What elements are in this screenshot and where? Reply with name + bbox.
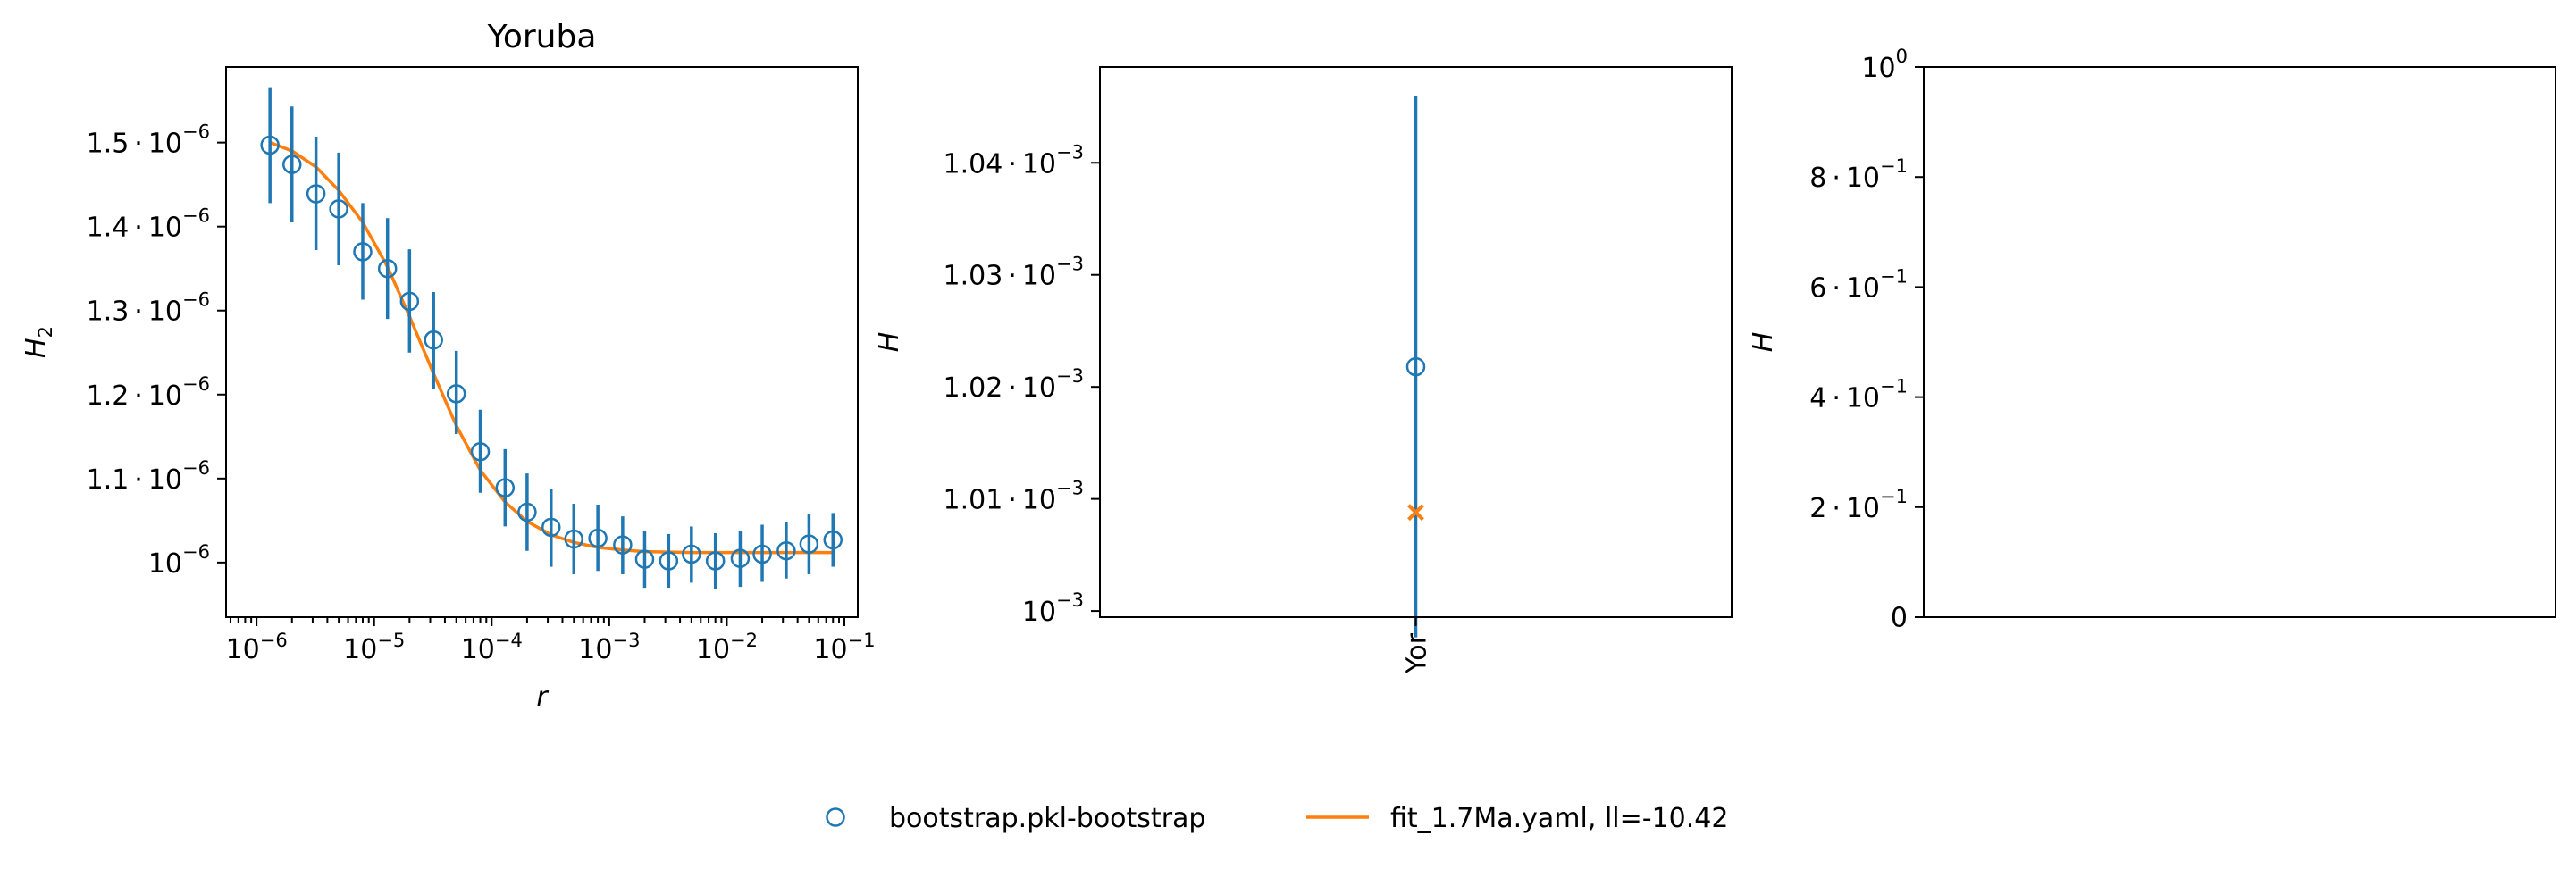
y-tick-label: 10−6	[148, 541, 210, 580]
data-point	[730, 548, 751, 568]
y-tick-label: 100	[1861, 46, 1908, 84]
plot-frame	[225, 66, 859, 618]
y-tick-label: 1.04 · 10−3	[944, 141, 1084, 180]
y-axis-label: H	[874, 332, 905, 353]
x-tick-label: 10−6	[226, 630, 288, 665]
data-point	[823, 530, 843, 550]
data-point	[705, 551, 726, 571]
x-tick-label: 10−3	[578, 630, 640, 665]
data-point	[495, 478, 516, 497]
data-point	[541, 517, 561, 538]
y-tick-label: 1.4 · 10−6	[87, 205, 210, 243]
data-point	[799, 534, 819, 554]
legend-label: fit_1.7Ma.yaml, ll=-10.42	[1390, 803, 1728, 834]
y-tick-label: 0	[1891, 603, 1908, 634]
y-tick-label: 1.02 · 10−3	[944, 365, 1084, 404]
data-point	[377, 258, 398, 279]
h-point-panel: 10−3 1.01 · 10−3 1.02 · 10−3 1.03 · 10−3 1.0…	[874, 66, 1733, 674]
h2-decay-panel: 10−6 10−5 10−4 10−3 10−2 10−1 10−6 1.1 · 10−6 1.…	[21, 19, 876, 713]
y-tick-label: 4 · 10−1	[1809, 376, 1908, 414]
y-tick-label: 10−3	[1022, 589, 1084, 628]
x-tick-label: 10−5	[343, 630, 405, 665]
empty-h-panel: 0 2 · 10−1 4 · 10−1 6 · 10−1 8 · 10−1 100 H	[1748, 46, 2556, 634]
y-tick-label: 1.1 · 10−6	[87, 457, 210, 496]
y-tick-label: 6 · 10−1	[1809, 265, 1908, 304]
x-axis-label: r	[536, 681, 549, 713]
data-point	[306, 184, 326, 204]
data-point	[1405, 356, 1426, 377]
y-tick-label: 2 · 10−1	[1809, 486, 1908, 524]
data-point	[752, 544, 772, 564]
y-axis-label: H2	[21, 326, 56, 358]
y-axis-label: H	[1748, 332, 1779, 353]
y-tick-label: 1.2 · 10−6	[87, 373, 210, 412]
legend: bootstrap.pkl-bootstrap fit_1.7Ma.yaml, l…	[826, 803, 1728, 834]
data-point	[682, 544, 701, 564]
data-point	[613, 535, 633, 555]
data-point	[776, 540, 796, 561]
data-point	[588, 528, 608, 548]
y-tick-label: 1.3 · 10−6	[87, 289, 210, 328]
data-point	[353, 242, 373, 262]
data-point	[517, 502, 537, 522]
x-tick-label: Yor	[1402, 632, 1433, 674]
data-point	[470, 441, 491, 462]
data-point	[446, 384, 466, 404]
fit-point	[1407, 504, 1424, 522]
x-tick-label: 10−2	[696, 630, 758, 665]
data-point	[564, 529, 584, 549]
x-tick-label: 10−4	[461, 630, 523, 665]
data-point	[282, 155, 302, 174]
y-tick-label: 1.5 · 10−6	[87, 121, 210, 160]
data-point	[634, 549, 655, 569]
y-tick-label: 1.03 · 10−3	[944, 254, 1084, 292]
data-point	[329, 199, 348, 219]
plot-frame	[1923, 66, 2556, 618]
x-tick-label: 10−1	[813, 630, 875, 665]
data-point	[260, 135, 280, 155]
data-point	[659, 551, 679, 571]
data-point	[399, 291, 420, 312]
y-tick-label: 8 · 10−1	[1809, 155, 1908, 194]
legend-label: bootstrap.pkl-bootstrap	[889, 803, 1205, 834]
legend-marker-circle	[826, 807, 845, 827]
y-tick-label: 1.01 · 10−3	[944, 478, 1084, 516]
data-point	[424, 330, 443, 350]
chart-title: Yoruba	[487, 19, 597, 55]
